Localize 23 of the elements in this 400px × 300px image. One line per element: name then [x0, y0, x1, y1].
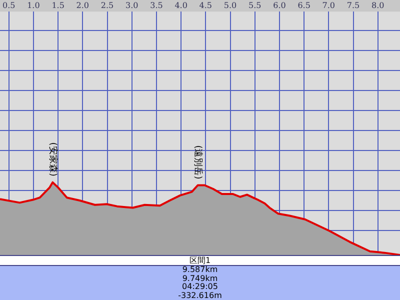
x-tick-label: 5.0	[224, 0, 237, 10]
x-tick-label: 6.5	[298, 0, 310, 10]
text: 9.749km	[181, 274, 219, 283]
x-tick-label: 7.5	[346, 0, 360, 10]
x-tick-label: 3.0	[125, 0, 138, 10]
x-tick-label: 5.5	[248, 0, 262, 10]
x-tick-label: 4.0	[174, 0, 188, 10]
x-tick-label: 3.5	[150, 0, 163, 10]
text: -332.616m	[177, 290, 223, 300]
x-tick-label: 7.0	[322, 0, 336, 10]
annotation: (遠別岳)	[192, 145, 204, 180]
text: 区間1	[0, 255, 400, 266]
x-tick-label: 2.5	[100, 0, 114, 10]
annotation: (安家森)	[47, 142, 58, 176]
x-tick-label: 4.5	[199, 0, 212, 10]
x-tick-label: 8.0	[371, 0, 384, 10]
x-tick-label: 1.0	[27, 0, 40, 10]
x-tick-label: 6.0	[273, 0, 286, 10]
x-tick-label: 2.0	[76, 0, 90, 10]
text: 9.587km	[181, 265, 219, 274]
x-tick-label: 1.5	[52, 0, 64, 10]
x-tick-label: 0.5	[2, 0, 16, 10]
text: 04:29:05	[181, 282, 219, 292]
